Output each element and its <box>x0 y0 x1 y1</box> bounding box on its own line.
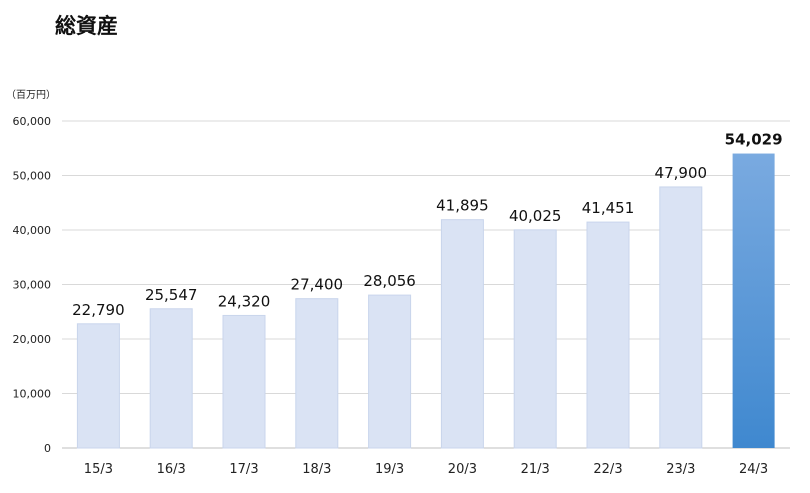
x-axis-ticks: 15/3 16/3 17/3 18/3 19/3 20/3 21/3 22/3 23/3 24/3 <box>84 462 768 477</box>
data-label: 47,900 <box>655 164 708 182</box>
data-label: 28,056 <box>363 272 416 290</box>
y-tick-label: 30,000 <box>13 279 52 292</box>
x-tick-label: 16/3 <box>157 462 186 477</box>
bar <box>513 229 557 449</box>
y-tick-label: 40,000 <box>13 224 52 237</box>
x-tick-label: 23/3 <box>666 462 695 477</box>
bar <box>368 294 412 449</box>
data-label: 25,547 <box>145 286 198 304</box>
bar <box>586 221 630 449</box>
data-label: 54,029 <box>725 131 783 149</box>
data-label: 27,400 <box>291 276 344 294</box>
data-label: 41,895 <box>436 197 489 215</box>
x-tick-label: 21/3 <box>521 462 550 477</box>
bar <box>76 323 120 449</box>
data-label: 40,025 <box>509 207 562 225</box>
data-label: 41,451 <box>582 199 635 217</box>
x-tick-label: 15/3 <box>84 462 113 477</box>
bar <box>149 308 193 449</box>
data-label: 22,790 <box>72 301 125 319</box>
x-tick-label: 22/3 <box>593 462 622 477</box>
chart-title: 総資産 <box>55 14 118 38</box>
y-tick-label: 0 <box>44 442 51 455</box>
y-tick-label: 50,000 <box>13 170 52 183</box>
bar <box>222 314 266 449</box>
bar <box>659 186 703 449</box>
y-tick-label: 10,000 <box>13 388 52 401</box>
bar <box>295 298 339 449</box>
y-axis-ticks: 0 10,000 20,000 30,000 40,000 50,000 60,000 <box>13 115 52 455</box>
bar <box>440 219 484 449</box>
x-tick-label: 17/3 <box>229 462 258 477</box>
x-tick-label: 19/3 <box>375 462 404 477</box>
y-tick-label: 20,000 <box>13 333 52 346</box>
y-tick-label: 60,000 <box>13 115 52 128</box>
data-label: 24,320 <box>218 292 271 310</box>
bar-highlight <box>732 153 775 449</box>
unit-label: （百万円） <box>6 90 56 101</box>
data-labels: 22,790 25,547 24,320 27,400 28,056 41,895 40,0… <box>72 131 782 319</box>
x-tick-label: 24/3 <box>739 462 768 477</box>
x-tick-label: 18/3 <box>302 462 331 477</box>
bars <box>76 153 775 449</box>
x-tick-label: 20/3 <box>448 462 477 477</box>
